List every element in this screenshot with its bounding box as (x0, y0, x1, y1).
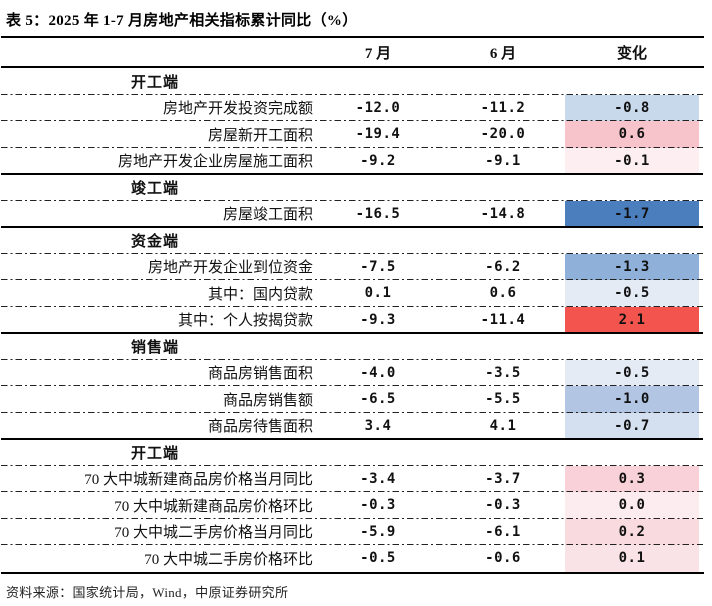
july-value: -6.5 (360, 391, 396, 408)
june-value: 4.1 (489, 417, 517, 434)
row-label: 商品房销售额 (222, 392, 313, 409)
july-value: -0.5 (360, 550, 396, 567)
change-value: 0.3 (565, 465, 699, 492)
change-value: -0.1 (565, 147, 699, 174)
table-row: 商品房销售额 -6.5 -5.5 -1.0 (1, 385, 704, 413)
june-value: -3.7 (485, 470, 521, 487)
section-header-row: 资金端 (1, 226, 704, 254)
row-label: 房地产开发投资完成额 (162, 101, 313, 118)
section-header-row: 开工端 (1, 438, 704, 466)
july-value: -16.5 (355, 205, 401, 222)
change-value: -0.7 (565, 412, 699, 439)
row-label: 其中：个人按揭贷款 (177, 313, 313, 330)
row-label: 房地产开发企业房屋施工面积 (117, 154, 313, 171)
june-value: -0.3 (485, 497, 521, 514)
row-label: 房屋竣工面积 (222, 207, 313, 224)
section-label: 资金端 (131, 233, 180, 250)
table-row: 房屋竣工面积 -16.5 -14.8 -1.7 (1, 199, 704, 227)
table-row: 70 大中城二手房价格当月同比 -5.9 -6.1 0.2 (1, 517, 704, 545)
june-value: -6.1 (485, 523, 521, 540)
table-row: 房屋新开工面积 -19.4 -20.0 0.6 (1, 120, 704, 148)
table-row: 70 大中城新建商品房价格当月同比 -3.4 -3.7 0.3 (1, 464, 704, 492)
table-row: 其中：个人按揭贷款 -9.3 -11.4 2.1 (1, 305, 704, 333)
june-value: -5.5 (485, 391, 521, 408)
indicator-table: 7 月 6 月 变化 开工端 房地产开发投资完成额 -12.0 -11.2 -0.8 房屋… (1, 36, 704, 574)
column-header-june: 6 月 (489, 45, 517, 62)
table-row: 商品房销售面积 -4.0 -3.5 -0.5 (1, 358, 704, 386)
june-value: -11.2 (480, 99, 526, 116)
change-value: 2.1 (565, 306, 699, 333)
june-value: -6.2 (485, 258, 521, 275)
june-value: 0.6 (489, 285, 517, 302)
table-row: 其中：国内贷款 0.1 0.6 -0.5 (1, 279, 704, 307)
july-value: 3.4 (364, 417, 392, 434)
change-value: 0.1 (565, 545, 699, 572)
page-title: 表 5：2025 年 1-7 月房地产相关指标累计同比（%） (6, 13, 358, 29)
row-label: 其中：国内贷款 (207, 286, 313, 303)
table-row: 70 大中城二手房价格环比 -0.5 -0.6 0.1 (1, 544, 704, 572)
table-row: 房地产开发企业房屋施工面积 -9.2 -9.1 -0.1 (1, 146, 704, 174)
section-label: 开工端 (131, 74, 180, 91)
table-row: 70 大中城新建商品房价格环比 -0.3 -0.3 0.0 (1, 491, 704, 519)
row-label: 商品房待售面积 (207, 419, 313, 436)
june-value: -20.0 (480, 126, 526, 143)
june-value: -14.8 (480, 205, 526, 222)
change-value: -1.7 (565, 200, 699, 227)
june-value: -0.6 (485, 550, 521, 567)
section-header-row: 开工端 (1, 68, 704, 95)
july-value: -4.0 (360, 364, 396, 381)
change-value: -1.3 (565, 253, 699, 280)
section-label: 销售端 (131, 339, 180, 356)
row-label: 70 大中城新建商品房价格当月同比 (84, 472, 313, 489)
june-value: -11.4 (480, 311, 526, 328)
change-value: -0.5 (565, 280, 699, 307)
row-label: 70 大中城二手房价格环比 (144, 551, 313, 568)
section-header-row: 竣工端 (1, 173, 704, 201)
june-value: -9.1 (485, 152, 521, 169)
july-value: -5.9 (360, 523, 396, 540)
change-value: -0.5 (565, 359, 699, 386)
section-label: 竣工端 (131, 180, 180, 197)
table-header-row: 7 月 6 月 变化 (1, 38, 704, 68)
row-label: 房地产开发企业到位资金 (147, 260, 313, 277)
july-value: -7.5 (360, 258, 396, 275)
section-label: 开工端 (131, 445, 180, 462)
column-header-change: 变化 (616, 45, 647, 62)
change-value: 0.0 (565, 492, 699, 519)
row-label: 70 大中城新建商品房价格环比 (114, 498, 313, 515)
row-label: 70 大中城二手房价格当月同比 (114, 525, 313, 542)
change-value: 0.2 (565, 518, 699, 545)
july-value: 0.1 (364, 285, 392, 302)
source-note: 资料来源：国家统计局，Wind，中原证券研究所 (6, 584, 289, 600)
table-row: 商品房待售面积 3.4 4.1 -0.7 (1, 411, 704, 439)
change-value: 0.6 (565, 121, 699, 148)
table-rows: 开工端 房地产开发投资完成额 -12.0 -11.2 -0.8 房屋新开工面积 -19.4-… (1, 68, 704, 572)
change-value: -0.8 (565, 94, 699, 121)
table-row: 房地产开发企业到位资金 -7.5 -6.2 -1.3 (1, 252, 704, 280)
july-value: -9.2 (360, 152, 396, 169)
table-row: 房地产开发投资完成额 -12.0 -11.2 -0.8 (1, 93, 704, 121)
row-label: 商品房销售面积 (207, 366, 313, 383)
july-value: -19.4 (355, 126, 401, 143)
july-value: -9.3 (360, 311, 396, 328)
july-value: -0.3 (360, 497, 396, 514)
change-value: -1.0 (565, 386, 699, 413)
july-value: -3.4 (360, 470, 396, 487)
june-value: -3.5 (485, 364, 521, 381)
section-header-row: 销售端 (1, 332, 704, 360)
row-label: 房屋新开工面积 (207, 127, 313, 144)
column-header-july: 7 月 (364, 45, 392, 62)
july-value: -12.0 (355, 99, 401, 116)
